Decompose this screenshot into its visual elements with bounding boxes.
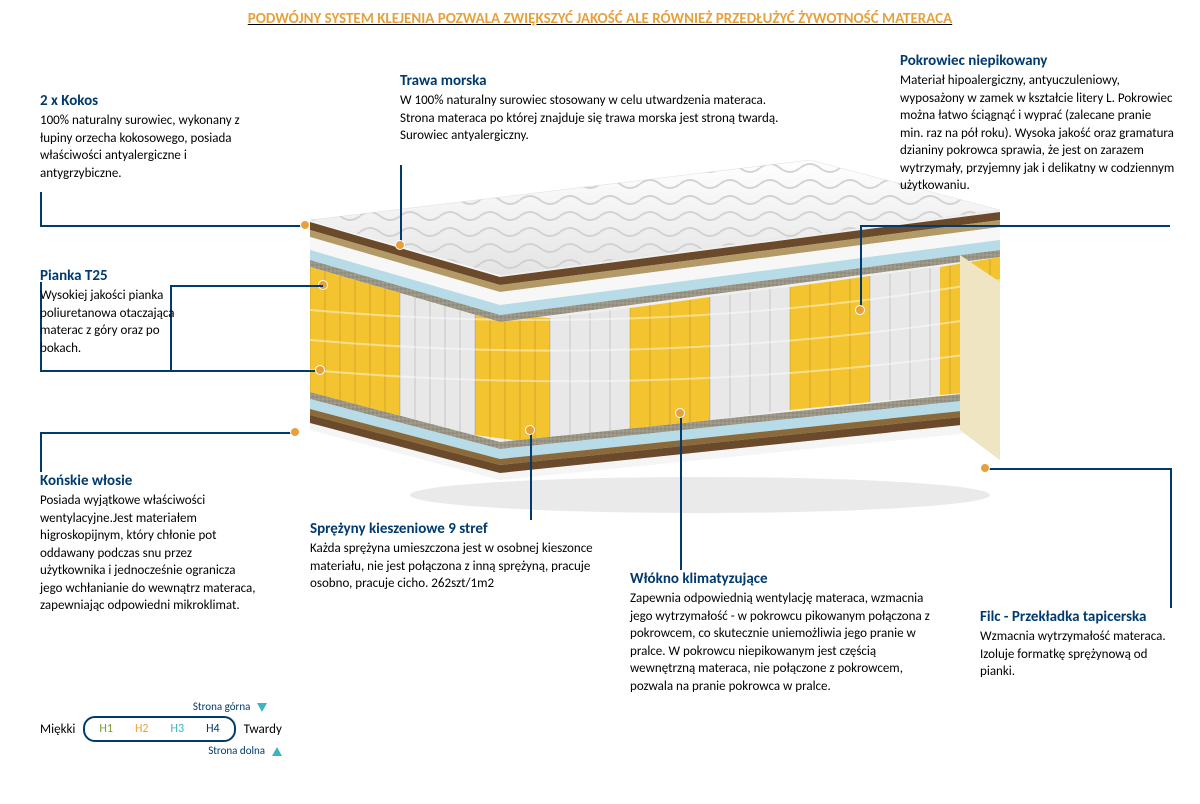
leader-line: [530, 430, 532, 520]
firmness-h2: H2: [135, 722, 149, 736]
callout-title: Trawa morska: [400, 72, 780, 90]
leader-dot: [675, 408, 685, 418]
leader-line: [40, 225, 303, 227]
callout-wlosie: Końskie włosie Posiada wyjątkowe właściw…: [40, 472, 260, 615]
leader-line: [170, 285, 323, 287]
firmness-h3: H3: [171, 722, 185, 736]
leader-line: [400, 165, 402, 245]
top-side-label: Strona górna: [193, 700, 251, 713]
callout-title: Pokrowiec niepikowany: [900, 52, 1175, 70]
leader-dot: [315, 365, 325, 375]
callout-body: Posiada wyjątkowe właściwości wentylacyj…: [40, 492, 260, 615]
leader-line: [860, 225, 862, 310]
leader-dot: [290, 427, 300, 437]
firmness-scale: H1 H2 H3 H4: [83, 716, 235, 742]
callout-pianka: Pianka T25 Wysokiej jakości pianka poliu…: [40, 267, 175, 357]
leader-line: [860, 225, 1170, 227]
bottom-side-label: Strona dolna: [208, 744, 265, 757]
page-title: PODWÓJNY SYSTEM KLEJENIA POZWALA ZWIĘKSZ…: [0, 0, 1200, 38]
callout-title: Pianka T25: [40, 267, 175, 285]
leader-line: [680, 415, 682, 570]
leader-line: [985, 468, 1170, 470]
leader-dot: [980, 463, 990, 473]
callout-body: Wzmacnia wytrzymałość materaca. Izoluje …: [980, 628, 1170, 681]
callout-title: 2 x Kokos: [40, 92, 270, 110]
leader-dot: [395, 240, 405, 250]
firmness-h1: H1: [99, 722, 113, 736]
firmness-soft-label: Miękki: [40, 722, 75, 737]
callout-pokrowiec: Pokrowiec niepikowany Materiał hipoalerg…: [900, 52, 1175, 195]
callout-body: Wysokiej jakości pianka poliuretanowa ot…: [40, 287, 175, 357]
leader-dot: [300, 220, 310, 230]
leader-line: [1170, 468, 1172, 608]
arrow-down-icon: [257, 703, 267, 712]
leader-dot: [855, 305, 865, 315]
callout-sprezyny: Sprężyny kieszeniowe 9 stref Każda spręż…: [310, 520, 610, 593]
callout-trawa: Trawa morska W 100% naturalny surowiec s…: [400, 72, 780, 145]
callout-body: 100% naturalny surowiec, wykonany z łupi…: [40, 112, 270, 182]
callout-body: Zapewnia odpowiednią wentylację materaca…: [630, 590, 930, 695]
callout-title: Filc - Przekładka tapicerska: [980, 608, 1170, 626]
leader-line: [40, 432, 42, 472]
leader-line: [40, 192, 42, 225]
firmness-h4: H4: [206, 722, 220, 736]
callout-filc: Filc - Przekładka tapicerska Wzmacnia wy…: [980, 608, 1170, 681]
leader-dot: [525, 425, 535, 435]
leader-line: [40, 432, 295, 434]
callout-title: Sprężyny kieszeniowe 9 stref: [310, 520, 610, 538]
mattress-diagram: [280, 160, 1000, 520]
callout-wlokno: Włókno klimatyzujące Zapewnia odpowiedni…: [630, 570, 930, 695]
callout-body: W 100% naturalny surowiec stosowany w ce…: [400, 92, 780, 145]
leader-line: [40, 370, 323, 372]
firmness-hard-label: Twardy: [244, 722, 282, 737]
callout-title: Końskie włosie: [40, 472, 260, 490]
firmness-indicator: Strona górna Miękki H1 H2 H3 H4 Twardy S…: [40, 700, 380, 758]
arrow-up-icon: [272, 747, 282, 756]
callout-kokos: 2 x Kokos 100% naturalny surowiec, wykon…: [40, 92, 270, 182]
callout-body: Każda sprężyna umieszczona jest w osobne…: [310, 540, 610, 593]
callout-title: Włókno klimatyzujące: [630, 570, 930, 588]
page-title-text: PODWÓJNY SYSTEM KLEJENIA POZWALA ZWIĘKSZ…: [248, 10, 952, 28]
callout-body: Materiał hipoalergiczny, antyuczuleniowy…: [900, 72, 1175, 195]
